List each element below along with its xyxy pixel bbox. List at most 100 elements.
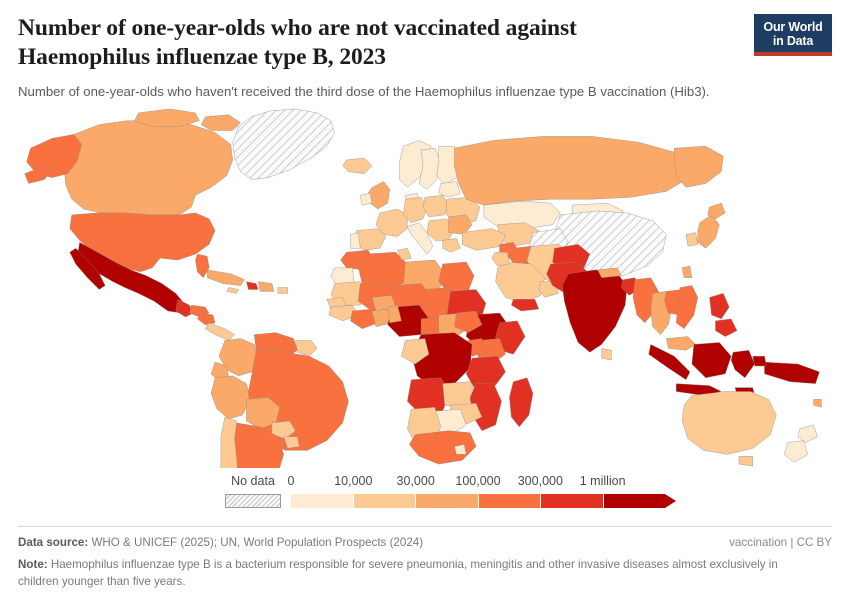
country-dominican-rep[interactable]	[258, 281, 274, 291]
country-france[interactable]	[376, 209, 407, 236]
country-guatemala[interactable]	[176, 299, 194, 317]
country-paraguay[interactable]	[272, 421, 296, 439]
country-australia[interactable]	[682, 391, 776, 454]
country-romania-bulgaria[interactable]	[449, 214, 473, 234]
country-israel-jordan[interactable]	[492, 252, 510, 266]
country-south-korea[interactable]	[686, 232, 698, 246]
country-peru[interactable]	[211, 375, 250, 418]
country-puerto-rico[interactable]	[278, 287, 288, 293]
country-haiti[interactable]	[246, 281, 258, 289]
country-greece[interactable]	[443, 238, 461, 252]
country-south-africa[interactable]	[409, 430, 476, 463]
country-tasmania[interactable]	[739, 456, 753, 466]
country-maluku[interactable]	[753, 356, 767, 366]
legend-tick-label-4: 300,000	[517, 473, 563, 488]
country-yemen[interactable]	[511, 299, 538, 311]
license-text[interactable]: vaccination | CC BY	[729, 535, 832, 549]
legend-bin-3[interactable]	[478, 493, 541, 508]
note-text: Haemophilus influenzae type B is a bacte…	[18, 558, 778, 588]
country-new-guinea[interactable]	[764, 362, 819, 384]
country-iceland[interactable]	[343, 158, 372, 174]
country-ireland[interactable]	[360, 193, 372, 205]
country-zambia[interactable]	[443, 381, 476, 407]
country-gabon-congo[interactable]	[401, 338, 428, 364]
world-map-svg[interactable]	[18, 105, 832, 468]
country-new-zealand-n[interactable]	[798, 424, 818, 442]
country-sweden[interactable]	[419, 148, 441, 189]
country-taiwan[interactable]	[682, 266, 692, 278]
country-lesotho[interactable]	[454, 444, 466, 454]
country-tanzania[interactable]	[466, 356, 505, 387]
country-argentina[interactable]	[235, 423, 284, 468]
country-ivory-coast[interactable]	[350, 309, 377, 329]
country-germany[interactable]	[403, 197, 427, 223]
country-philippines-n[interactable]	[710, 293, 730, 319]
country-guyana-suriname[interactable]	[295, 340, 317, 356]
owid-logo-line2: in Data	[772, 34, 814, 48]
country-uk[interactable]	[368, 181, 390, 208]
country-malawi-moz[interactable]	[470, 383, 501, 430]
page-title: Number of one-year-olds who are not vacc…	[18, 15, 577, 70]
country-greenland[interactable]	[233, 109, 335, 180]
country-alaska[interactable]	[27, 134, 82, 177]
country-malaysia[interactable]	[666, 336, 695, 350]
legend-tick-label-5: 1 million	[579, 473, 626, 488]
country-canada[interactable]	[64, 120, 233, 216]
country-nepal[interactable]	[598, 267, 622, 277]
country-south-sudan[interactable]	[454, 311, 481, 333]
country-cuba[interactable]	[207, 269, 244, 285]
country-tunisia[interactable]	[398, 248, 412, 260]
legend-bin-5[interactable]	[603, 493, 676, 508]
data-source-text: WHO & UNICEF (2025); UN, World Populatio…	[91, 535, 424, 549]
legend-bin-0[interactable]	[291, 493, 354, 508]
country-usa-florida[interactable]	[195, 254, 209, 278]
owid-logo[interactable]: Our World in Data	[754, 14, 832, 56]
country-baja[interactable]	[70, 248, 105, 289]
legend-bin-4[interactable]	[541, 493, 604, 508]
country-guinea-sierra[interactable]	[329, 305, 358, 321]
legend-color-bins[interactable]	[291, 493, 676, 508]
country-poland[interactable]	[423, 195, 449, 217]
country-jamaica[interactable]	[227, 287, 239, 293]
country-baltics[interactable]	[439, 181, 461, 197]
country-portugal[interactable]	[350, 232, 360, 248]
legend-arrow-icon	[665, 493, 676, 508]
country-japan-north[interactable]	[708, 203, 726, 219]
country-benin[interactable]	[388, 305, 402, 323]
country-turkey[interactable]	[462, 228, 505, 250]
legend-no-data-label: No data	[231, 473, 275, 488]
country-sri-lanka[interactable]	[602, 348, 612, 360]
country-costa-rica-panama[interactable]	[205, 322, 234, 340]
country-nicaragua[interactable]	[197, 313, 215, 325]
country-russia-east[interactable]	[674, 146, 723, 187]
country-sumatra[interactable]	[649, 344, 690, 379]
legend-bin-1[interactable]	[353, 493, 416, 508]
country-russia[interactable]	[454, 136, 689, 205]
country-canada-arctic-isl-1[interactable]	[135, 109, 200, 127]
country-alaska-tail[interactable]	[25, 165, 52, 183]
country-vietnam[interactable]	[676, 285, 698, 328]
country-canada-arctic-isl-2[interactable]	[201, 114, 240, 130]
country-india[interactable]	[562, 269, 627, 351]
country-japan[interactable]	[698, 214, 720, 247]
legend-bin-2[interactable]	[416, 493, 479, 508]
country-uruguay[interactable]	[284, 436, 300, 448]
country-sulawesi[interactable]	[731, 350, 755, 377]
note-label: Note:	[18, 558, 48, 572]
country-kazakhstan[interactable]	[484, 201, 561, 228]
country-new-zealand-s[interactable]	[784, 440, 808, 462]
world-map[interactable]	[18, 105, 832, 468]
country-somalia[interactable]	[496, 320, 525, 353]
country-madagascar[interactable]	[509, 377, 533, 426]
country-fiji[interactable]	[814, 399, 822, 407]
country-philippines-s[interactable]	[715, 318, 737, 336]
chart-subtitle: Number of one-year-olds who haven't rece…	[18, 83, 710, 99]
legend-no-data-swatch[interactable]	[225, 493, 281, 508]
country-borneo[interactable]	[692, 342, 731, 377]
chart-header: Number of one-year-olds who are not vacc…	[18, 14, 832, 101]
legend-tick-label-3: 100,000	[455, 473, 501, 488]
legend-tick-label-1: 10,000	[334, 473, 373, 488]
country-italy[interactable]	[407, 222, 433, 253]
legend-tick-label-0: 0	[287, 473, 295, 488]
legend-tick-label-2: 30,000	[396, 473, 435, 488]
